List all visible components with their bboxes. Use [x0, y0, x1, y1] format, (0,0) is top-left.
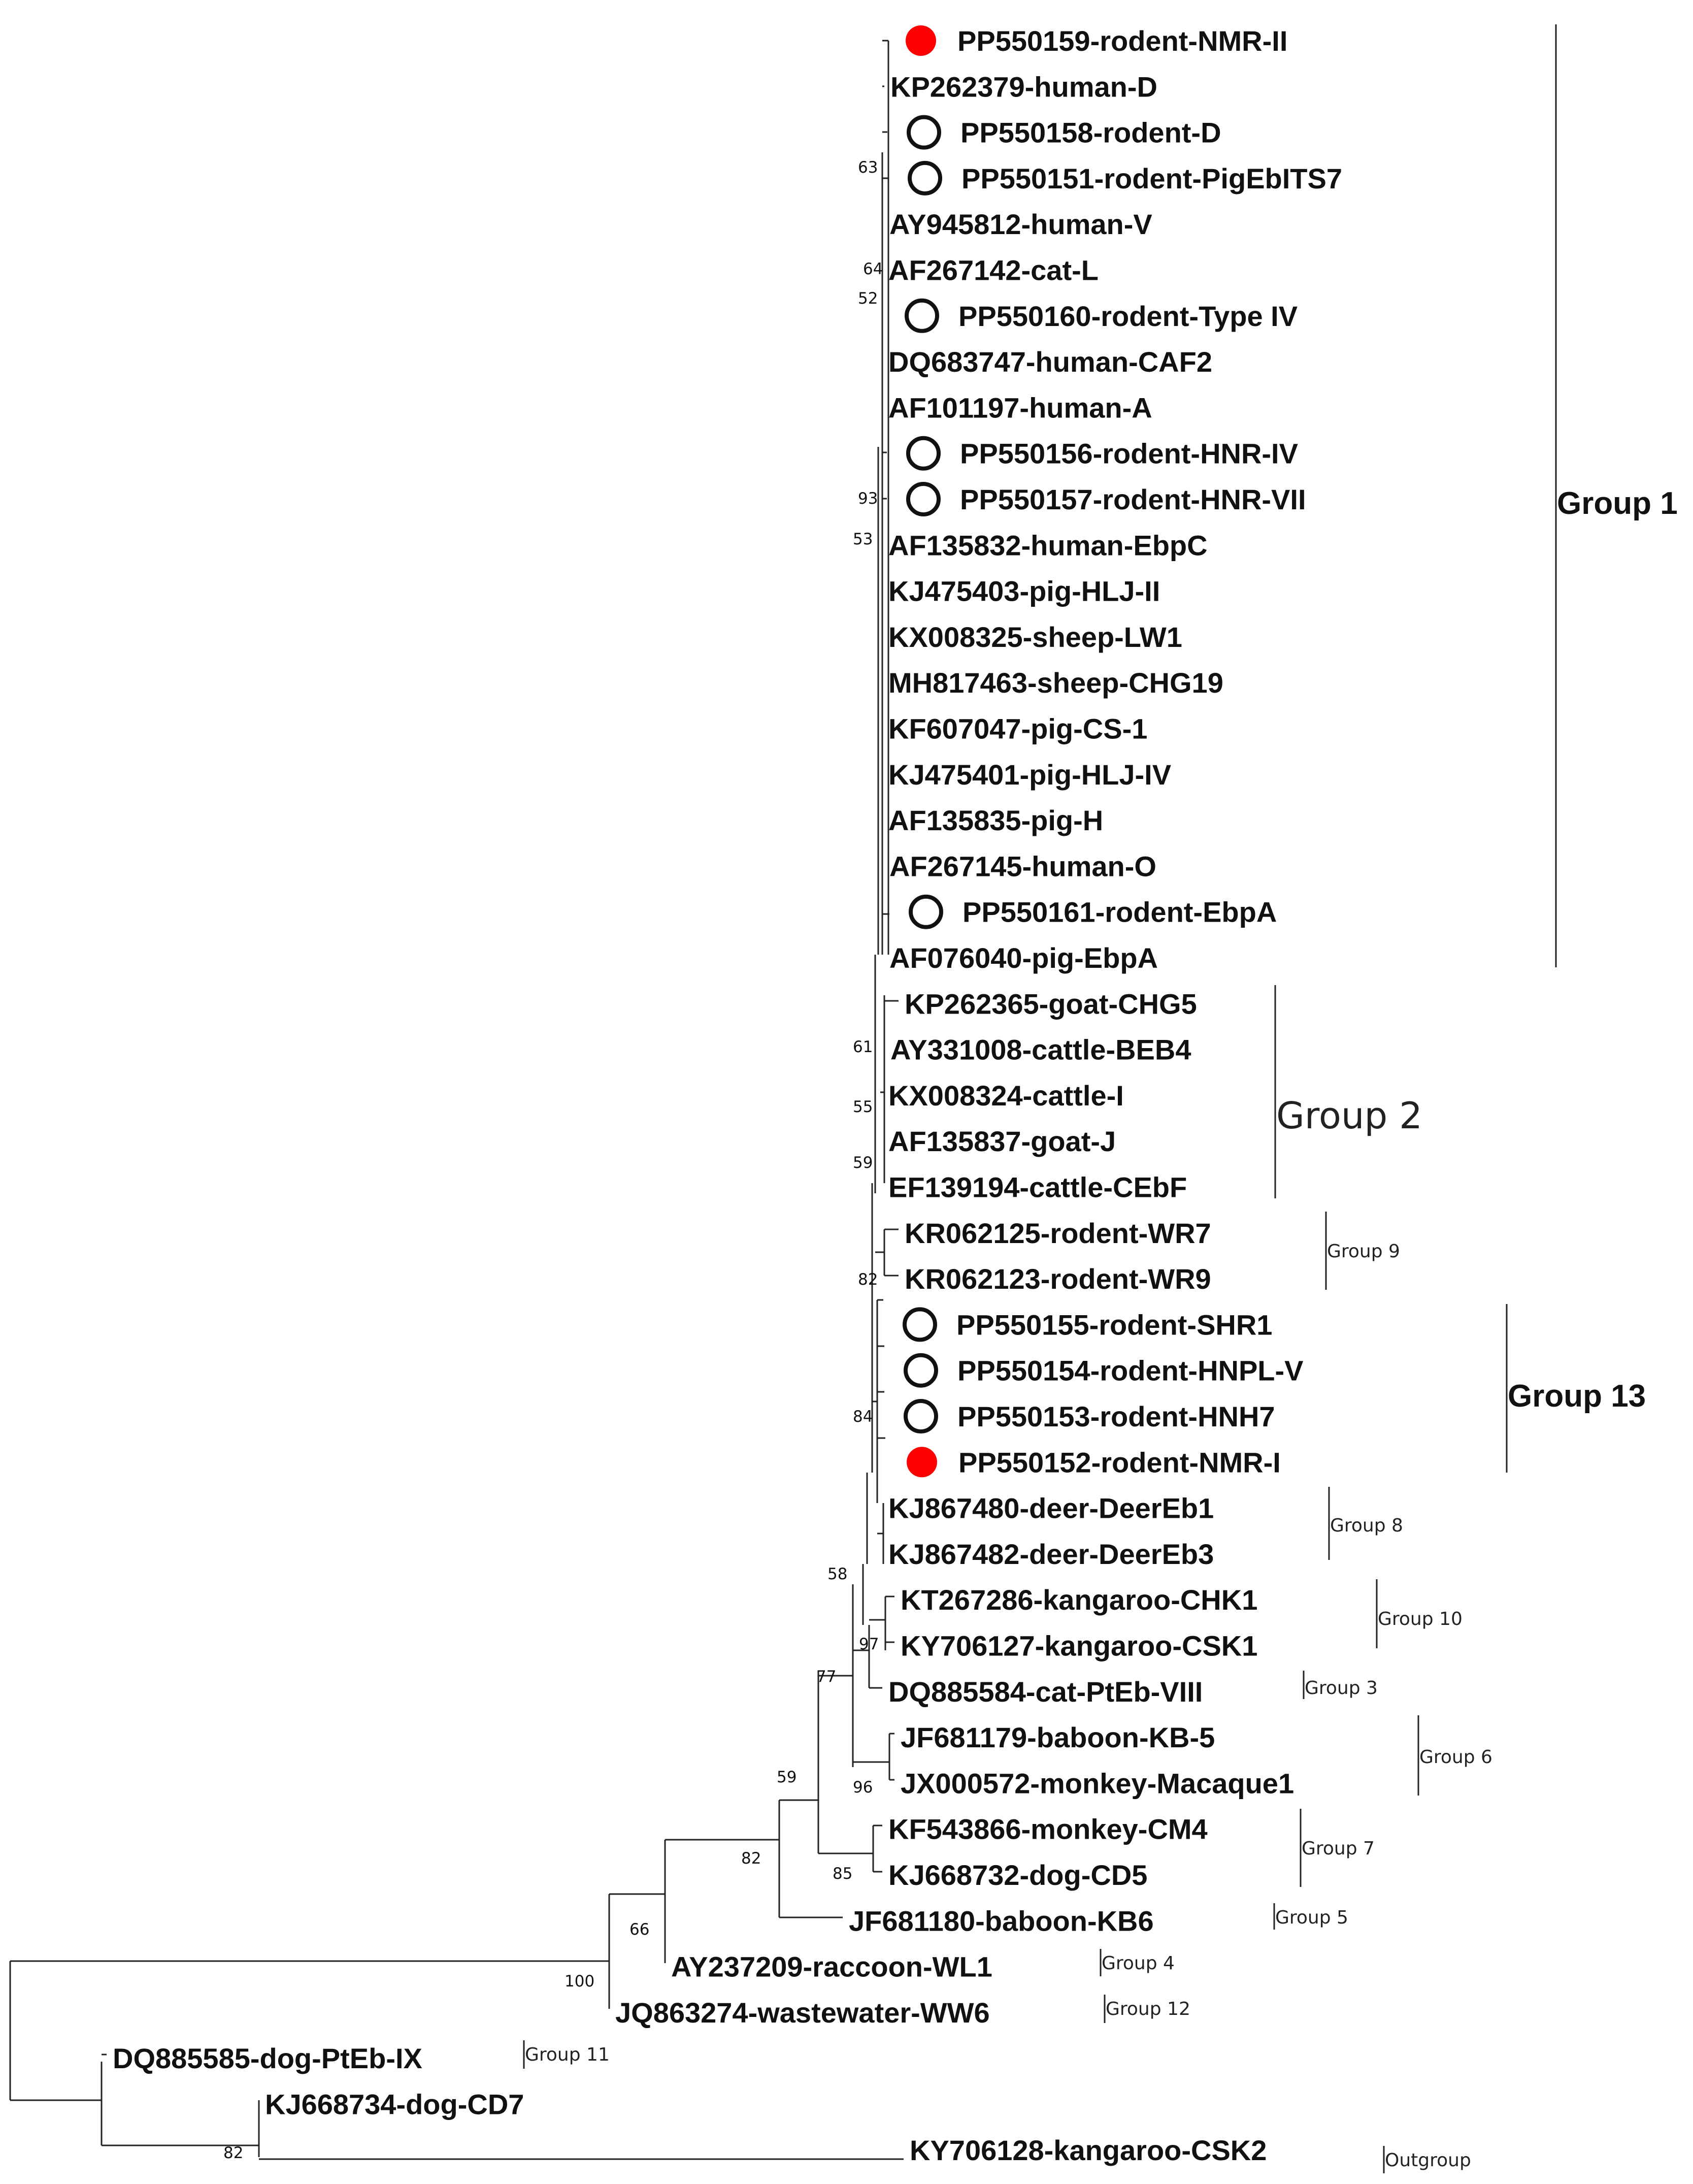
leaf-label-t25: AF135837-goat-J	[888, 1125, 1116, 1157]
leaf-label-t29: PP550155-rodent-SHR1	[956, 1309, 1272, 1341]
leaf-label-t38: JF681179-baboon-KB-5	[901, 1721, 1215, 1753]
leaf-marker-t11	[906, 482, 941, 516]
bootstrap-value: 93	[858, 490, 878, 508]
group-label-g2: Group 2	[1276, 1094, 1422, 1137]
bootstrap-value: 53	[853, 530, 873, 548]
leaf-label-t16: KF607047-pig-CS-1	[888, 713, 1147, 745]
leaf-label-t46: KJ668734-dog-CD7	[265, 2089, 524, 2121]
group-label-g12: Group 12	[1106, 1999, 1190, 2019]
leaf-marker-t03	[907, 115, 941, 150]
bootstrap-value: 64	[863, 260, 883, 278]
leaf-marker-t29	[903, 1307, 937, 1342]
bootstrap-value: 77	[816, 1668, 836, 1686]
group-label-g13: Group 13	[1508, 1379, 1646, 1414]
bootstrap-value: 82	[741, 1849, 761, 1868]
leaf-label-t47: KY706128-kangaroo-CSK2	[910, 2134, 1267, 2166]
bootstrap-values: 63 64 52 93 53 61 55 59 82 84 58 97 77 59 96 82 85 66 100 8…	[223, 158, 883, 2162]
bootstrap-value: 59	[777, 1768, 796, 1786]
bootstrap-value: 100	[565, 1972, 594, 1991]
leaf-label-t18: AF135835-pig-H	[888, 804, 1103, 836]
group-label-g6: Group 6	[1419, 1747, 1492, 1768]
bootstrap-value: 82	[223, 2144, 243, 2162]
leaf-marker-t04	[908, 160, 942, 195]
leaf-label-t05: AY945812-human-V	[889, 208, 1152, 240]
leaf-label-t40: KF543866-monkey-CM4	[888, 1813, 1208, 1845]
leaf-label-t45: DQ885585-dog-PtEb-IX	[113, 2042, 422, 2074]
leaf-label-t10: PP550156-rodent-HNR-IV	[960, 438, 1298, 470]
group-label-g5: Group 5	[1275, 1907, 1348, 1928]
bootstrap-value: 84	[853, 1408, 873, 1426]
bootstrap-value: 82	[858, 1270, 878, 1289]
group-label-g1: Group 1	[1557, 486, 1678, 521]
leaf-label-t21: AF076040-pig-EbpA	[889, 942, 1158, 974]
leaf-label-t35: KT267286-kangaroo-CHK1	[901, 1584, 1257, 1616]
group-label-g3: Group 3	[1305, 1678, 1378, 1699]
leaf-label-t39: JX000572-monkey-Macaque1	[901, 1767, 1294, 1799]
leaf-marker-t10	[906, 436, 941, 471]
bootstrap-value: 97	[859, 1635, 879, 1653]
leaf-label-t15: MH817463-sheep-CHG19	[888, 667, 1223, 699]
leaf-label-t13: KJ475403-pig-HLJ-II	[888, 575, 1160, 607]
leaf-label-t19: AF267145-human-O	[889, 850, 1156, 882]
group-label-g9: Group 9	[1327, 1241, 1400, 1262]
group-label-g7: Group 7	[1302, 1838, 1375, 1859]
leaf-label-t12: AF135832-human-EbpC	[888, 529, 1208, 561]
leaf-label-t02: KP262379-human-D	[890, 71, 1157, 103]
group-label-g10: Group 10	[1378, 1609, 1463, 1629]
bootstrap-value: 85	[833, 1865, 852, 1883]
leaf-marker-t20	[909, 894, 943, 929]
leaf-marker-t32	[907, 1447, 937, 1478]
leaf-label-t32: PP550152-rodent-NMR-I	[958, 1446, 1281, 1478]
leaf-label-t09: AF101197-human-A	[888, 392, 1152, 423]
leaf-label-t44: JQ863274-wastewater-WW6	[615, 1997, 990, 2029]
leaf-marker-t30	[904, 1353, 938, 1388]
leaf-marker-t31	[904, 1399, 938, 1433]
leaf-label-t24: KX008324-cattle-I	[888, 1080, 1124, 1112]
bootstrap-value: 55	[853, 1098, 873, 1116]
leaf-label-t33: KJ867480-deer-DeerEb1	[888, 1492, 1214, 1524]
leaf-label-t01: PP550159-rodent-NMR-II	[957, 25, 1287, 57]
group-label-gout: Outgroup	[1385, 2150, 1471, 2171]
leaf-label-t22: KP262365-goat-CHG5	[905, 988, 1197, 1020]
leaf-label-t08: DQ683747-human-CAF2	[888, 346, 1212, 378]
leaf-labels: PP550159-rodent-NMR-II KP262379-human-D PP…	[113, 25, 1342, 2166]
leaf-label-t11: PP550157-rodent-HNR-VII	[960, 483, 1306, 515]
bootstrap-value: 58	[827, 1565, 847, 1583]
tree-branches	[9, 40, 904, 2160]
leaf-marker-t07	[905, 298, 939, 333]
leaf-label-t36: KY706127-kangaroo-CSK1	[901, 1630, 1257, 1662]
leaf-label-t07: PP550160-rodent-Type IV	[958, 300, 1298, 332]
leaf-marker-t01	[906, 25, 936, 56]
bootstrap-value: 61	[853, 1038, 873, 1056]
leaf-label-t37: DQ885584-cat-PtEb-VIII	[888, 1676, 1203, 1708]
group-label-g8: Group 8	[1330, 1515, 1403, 1536]
leaf-label-t34: KJ867482-deer-DeerEb3	[888, 1538, 1214, 1570]
group-label-g4: Group 4	[1102, 1953, 1175, 1974]
bootstrap-value: 59	[853, 1154, 873, 1172]
leaf-label-t14: KX008325-sheep-LW1	[888, 621, 1182, 653]
leaf-label-t30: PP550154-rodent-HNPL-V	[957, 1355, 1304, 1387]
bootstrap-value: 63	[858, 158, 878, 177]
group-label-g11: Group 11	[525, 2044, 610, 2065]
bootstrap-value: 96	[853, 1778, 873, 1797]
leaf-label-t26: EF139194-cattle-CEbF	[888, 1171, 1187, 1203]
bootstrap-value: 66	[629, 1920, 649, 1939]
leaf-label-t23: AY331008-cattle-BEB4	[890, 1034, 1191, 1066]
leaf-label-t20: PP550161-rodent-EbpA	[962, 896, 1277, 928]
group-brackets: Group 1 Group 2 Group 9 Group 13 Group 8 Grou…	[523, 24, 1678, 2173]
leaf-label-t06: AF267142-cat-L	[888, 254, 1099, 286]
leaf-label-t03: PP550158-rodent-D	[960, 117, 1221, 149]
leaf-label-t28: KR062123-rodent-WR9	[905, 1263, 1211, 1295]
leaf-label-t27: KR062125-rodent-WR7	[905, 1217, 1211, 1249]
leaf-label-t04: PP550151-rodent-PigEbITS7	[961, 162, 1342, 194]
leaf-label-t41: KJ668732-dog-CD5	[888, 1859, 1147, 1891]
leaf-markers	[903, 25, 943, 1478]
leaf-label-t42: JF681180-baboon-KB6	[849, 1905, 1154, 1937]
leaf-label-t31: PP550153-rodent-HNH7	[957, 1400, 1275, 1432]
bootstrap-value: 52	[858, 289, 878, 308]
leaf-label-t17: KJ475401-pig-HLJ-IV	[888, 759, 1171, 791]
leaf-label-t43: AY237209-raccoon-WL1	[671, 1951, 992, 1983]
